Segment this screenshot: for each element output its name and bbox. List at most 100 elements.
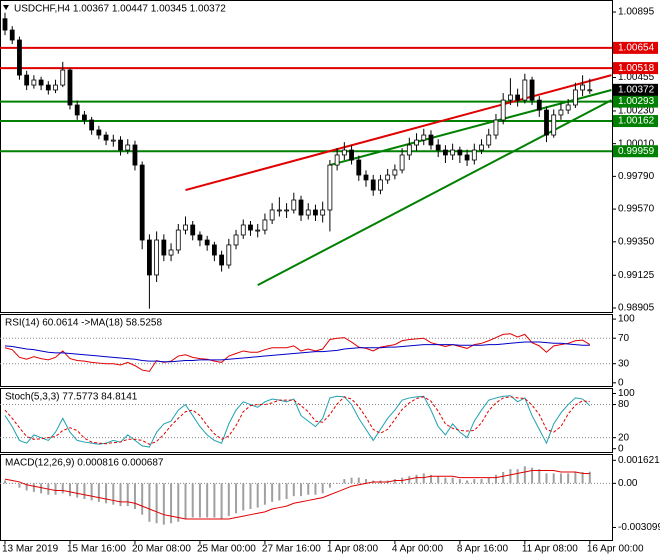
y-tick-label: 1.00895 [618,7,655,18]
candle-body [125,144,131,151]
histogram-bar [40,483,43,494]
candle-body [507,94,513,101]
candle-body [139,164,145,241]
candle-body [378,179,383,191]
candle-body [551,114,557,136]
histogram-bar [567,473,570,484]
candle-body [536,99,542,111]
candle-body [67,69,73,106]
candle-body [385,174,391,181]
histogram-bar [213,483,216,518]
histogram-bar [18,483,21,488]
histogram-bar [538,469,541,484]
candle-body [96,129,102,136]
histogram-bar [559,473,562,484]
x-tick-label: 4 Apr 00:00 [392,544,444,555]
candle-body [197,234,203,241]
histogram-bar [487,477,490,484]
candle-body [320,209,326,216]
candle-body [313,209,318,216]
histogram-bar [227,483,230,517]
candle-body [414,139,419,146]
candle-body [392,169,398,176]
histogram-bar [300,483,303,497]
histogram-bar [523,466,526,484]
histogram-bar [336,483,339,484]
candle-body [132,144,138,166]
histogram-bar [112,483,115,505]
histogram-bar [271,483,274,502]
histogram-bar [105,483,108,504]
histogram-bar [473,479,476,484]
indicator-line [4,395,591,448]
level-price-label: 1.00654 [618,43,655,54]
histogram-bar [408,476,411,484]
histogram-bar [133,483,136,509]
panel-frame [0,388,613,453]
level-price-label: 1.00162 [618,116,655,127]
histogram-bar [393,479,396,484]
candle-body [341,149,347,156]
x-tick-label: 16 Apr 00:00 [587,544,644,555]
candle-body [9,29,15,41]
level-price-box [613,95,658,108]
histogram-bar [90,483,93,501]
candle-body [53,84,58,91]
histogram-bar [155,483,158,524]
histogram-bar [61,483,64,494]
histogram-bar [206,483,209,518]
y-tick-label: 100 [618,388,635,399]
histogram-bar [365,479,367,484]
panel-title: Stoch(5,3,3) 77.5773 84.8141 [5,392,138,403]
x-tick-label: 25 Mar 00:00 [197,544,256,555]
y-tick-label: 1.00455 [618,72,655,83]
candle-body [118,139,123,151]
histogram-bar [588,471,591,484]
histogram-bar [278,483,281,501]
histogram-bar [198,483,201,518]
candle-body [587,89,593,92]
histogram-bar [54,483,57,495]
candle-body [334,154,340,166]
histogram-bar [307,483,310,495]
histogram-bar [350,477,353,484]
panel-frame [0,454,613,541]
histogram-bar [509,469,512,484]
histogram-bar [292,483,295,497]
histogram-bar [574,471,577,484]
x-tick-label: 1 Apr 08:00 [327,544,379,555]
histogram-bar [429,474,432,484]
histogram-bar [285,483,288,500]
panel-title: USDCHF,H4 1.00367 1.00447 1.00345 1.0037… [14,4,226,15]
indicator-line [4,470,590,520]
panel-frame [0,0,613,313]
histogram-bar [249,483,252,509]
histogram-bar [357,477,360,484]
candle-body [580,84,585,91]
histogram-bar [437,476,440,484]
panel-title: MACD(12,26,9) 0.000816 0.000687 [5,458,164,469]
histogram-bar [494,474,497,484]
histogram-bar [242,483,245,511]
histogram-bar [170,483,173,524]
y-tick-label: 20 [618,432,630,443]
candle-body [204,239,210,246]
histogram-bar [321,483,324,494]
candle-body [82,114,87,121]
candle-body [248,224,253,231]
candle-body [349,149,354,161]
y-tick-label: 1.00230 [618,106,655,117]
candle-body [38,79,44,86]
histogram-bar [516,469,519,484]
candle-body [284,209,289,212]
candle-body [443,149,448,156]
histogram-bar [83,483,86,500]
candle-body [60,69,66,86]
candle-body [291,199,297,211]
candle-body [421,134,427,141]
histogram-bar [235,483,238,514]
panel-title: RSI(14) 60.0614 ->MA(18) 58.5258 [5,318,162,329]
level-price-label: 0.99959 [618,146,655,157]
histogram-bar [444,477,447,484]
candle-body [529,79,535,101]
